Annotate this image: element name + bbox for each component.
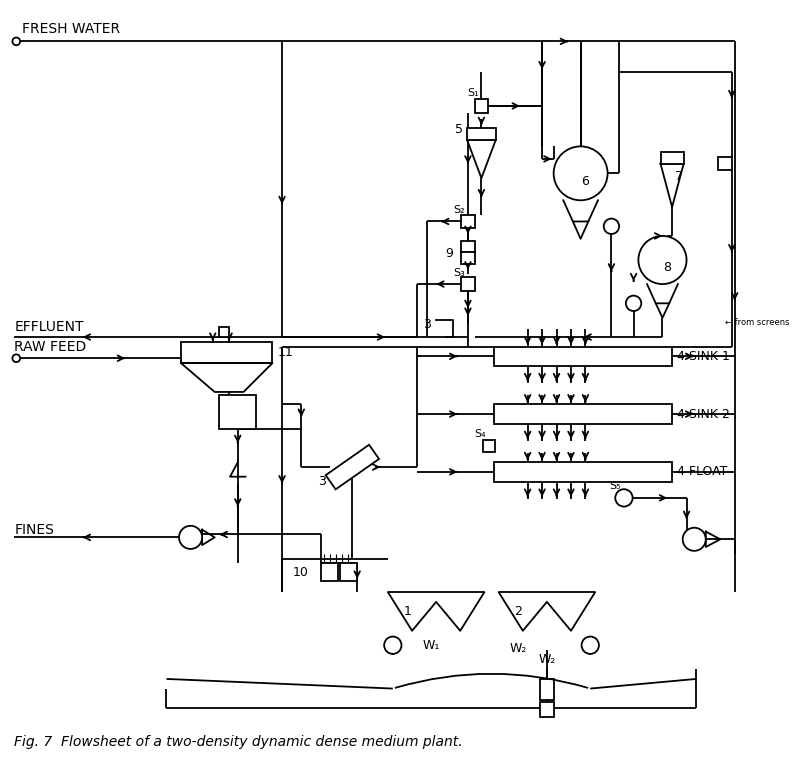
- Polygon shape: [661, 164, 684, 207]
- Text: 5: 5: [455, 123, 463, 137]
- Text: S₂: S₂: [454, 205, 465, 215]
- Text: S₄: S₄: [474, 430, 486, 440]
- Text: 10: 10: [293, 565, 309, 579]
- Circle shape: [13, 355, 20, 362]
- Bar: [494, 405, 672, 424]
- Text: 6: 6: [582, 174, 590, 187]
- Circle shape: [626, 296, 642, 311]
- Circle shape: [682, 528, 706, 551]
- Text: 3: 3: [423, 318, 431, 331]
- Polygon shape: [467, 140, 496, 178]
- Polygon shape: [563, 200, 598, 239]
- Text: 7: 7: [675, 169, 683, 183]
- Circle shape: [384, 637, 402, 654]
- Text: RAW FEED: RAW FEED: [14, 340, 86, 354]
- Bar: [467, 128, 496, 140]
- Circle shape: [615, 489, 633, 507]
- Polygon shape: [202, 530, 214, 545]
- Text: S₁: S₁: [467, 88, 478, 98]
- Polygon shape: [181, 363, 273, 392]
- Text: 3: 3: [318, 475, 326, 488]
- Text: 4 SINK 1: 4 SINK 1: [677, 350, 730, 363]
- Text: Fig. 7  Flowsheet of a two-density dynamic dense medium plant.: Fig. 7 Flowsheet of a two-density dynami…: [14, 735, 463, 748]
- Polygon shape: [706, 532, 720, 547]
- Bar: [494, 462, 672, 482]
- Bar: [494, 347, 672, 366]
- Circle shape: [582, 637, 599, 654]
- Bar: [219, 395, 256, 429]
- Text: 4 SINK 2: 4 SINK 2: [677, 408, 730, 421]
- Circle shape: [554, 146, 607, 200]
- Text: W₁: W₁: [422, 639, 440, 651]
- Text: 4 FLOAT: 4 FLOAT: [677, 465, 727, 479]
- Bar: [540, 702, 554, 718]
- Bar: [461, 252, 474, 264]
- Bar: [540, 679, 554, 700]
- Polygon shape: [647, 284, 678, 318]
- Text: W₂: W₂: [538, 653, 555, 666]
- Text: W₂: W₂: [510, 642, 526, 654]
- Bar: [461, 215, 474, 228]
- Text: ← from screens: ← from screens: [725, 318, 790, 327]
- Text: FRESH WATER: FRESH WATER: [22, 22, 120, 36]
- Text: 11: 11: [278, 346, 293, 359]
- Bar: [461, 241, 474, 252]
- Circle shape: [604, 219, 619, 234]
- Bar: [219, 327, 229, 337]
- Circle shape: [13, 37, 20, 45]
- Circle shape: [179, 526, 202, 549]
- Bar: [461, 277, 474, 291]
- Text: 9: 9: [446, 247, 454, 260]
- Text: 1: 1: [403, 605, 411, 618]
- Text: 8: 8: [663, 261, 671, 274]
- Text: S₃: S₃: [454, 268, 465, 277]
- Text: FINES: FINES: [14, 522, 54, 537]
- Bar: [483, 440, 495, 452]
- Bar: [321, 563, 338, 581]
- Bar: [474, 99, 488, 112]
- Bar: [181, 342, 273, 363]
- Text: EFFLUENT: EFFLUENT: [14, 320, 84, 334]
- Bar: [340, 563, 357, 581]
- Text: S₅: S₅: [610, 481, 621, 491]
- Bar: [718, 157, 732, 170]
- Circle shape: [638, 236, 686, 284]
- Polygon shape: [326, 444, 379, 490]
- Text: 2: 2: [514, 605, 522, 618]
- Bar: [661, 152, 684, 164]
